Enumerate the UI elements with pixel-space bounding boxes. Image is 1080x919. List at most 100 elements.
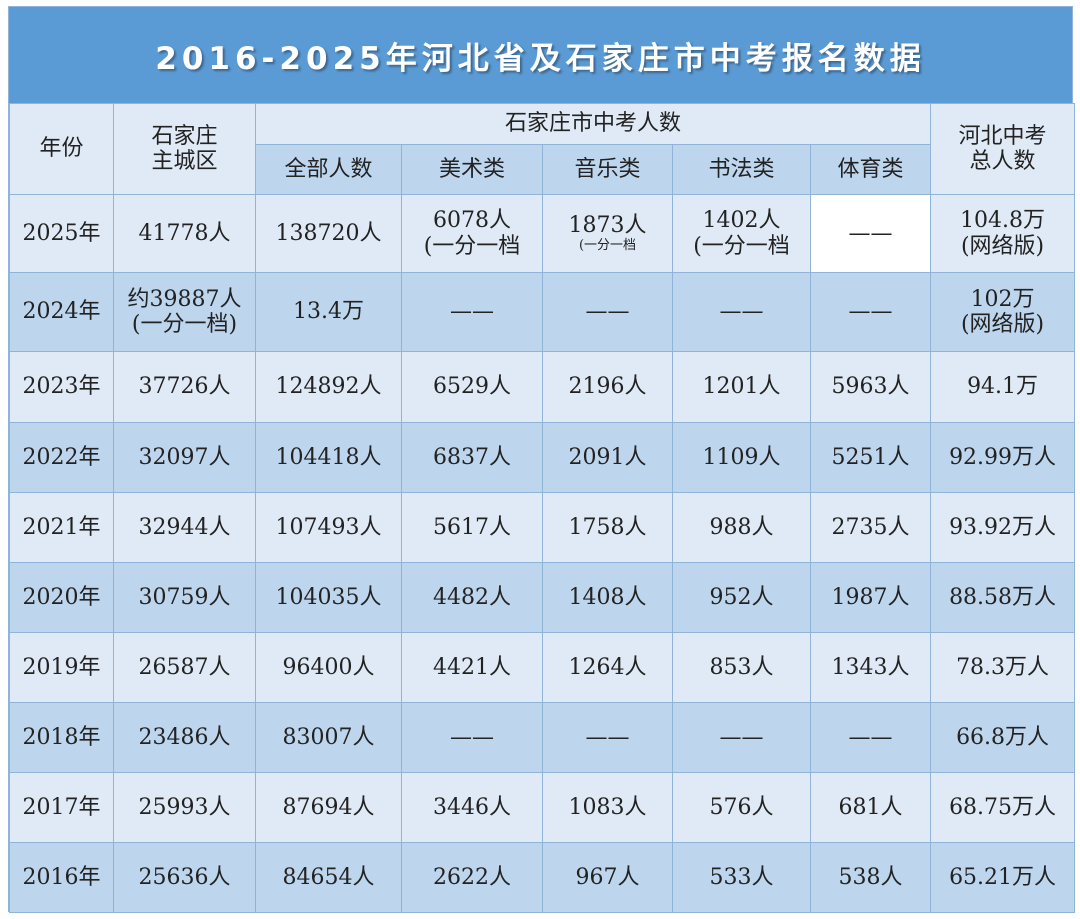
table-row: 2024年 约39887人 (一分一档) 13.4万 —— —— —— —— 10… xyxy=(9,272,1076,352)
cell-total: 107493人 xyxy=(255,492,402,563)
cell-sports: 538人 xyxy=(809,842,932,913)
cell-main-district: 32944人 xyxy=(113,492,256,563)
table-row: 2019年 26587人 96400人 4421人 1264人 853人 134… xyxy=(9,632,1076,703)
cell-year: 2018年 xyxy=(9,702,114,773)
cell-music: 2091人 xyxy=(542,422,673,493)
header-hebei-total: 河北中考 总人数 xyxy=(930,103,1076,195)
cell-art: 4421人 xyxy=(401,632,543,703)
cell-year: 2016年 xyxy=(9,842,114,913)
header-calligraphy: 书法类 xyxy=(672,144,811,195)
cell-sports: —— xyxy=(809,272,932,352)
cell-hebei: 78.3万人 xyxy=(930,632,1076,703)
cell-total: 138720人 xyxy=(255,194,402,273)
cell-hebei: 104.8万 (网络版) xyxy=(930,194,1076,273)
cell-main-district: 23486人 xyxy=(113,702,256,773)
cell-year: 2024年 xyxy=(9,272,114,352)
header-group-city: 石家庄市中考人数 xyxy=(254,103,932,145)
cell-hebei: 102万 (网络版) xyxy=(930,272,1076,352)
cell-sports: —— xyxy=(809,194,932,273)
cell-calligraphy: 952人 xyxy=(672,562,811,633)
cell-hebei: 92.99万人 xyxy=(930,422,1076,493)
table-row: 2017年 25993人 87694人 3446人 1083人 576人 681… xyxy=(9,772,1076,843)
cell-hebei: 66.8万人 xyxy=(930,702,1076,773)
table-row: 2016年 25636人 84654人 2622人 967人 533人 538人… xyxy=(9,842,1076,913)
cell-art: —— xyxy=(401,702,543,773)
cell-calligraphy: 1109人 xyxy=(672,422,811,493)
cell-music: 1083人 xyxy=(542,772,673,843)
cell-sports: 1343人 xyxy=(809,632,932,703)
cell-main-district: 26587人 xyxy=(113,632,256,703)
cell-total: 96400人 xyxy=(255,632,402,703)
cell-music: 2196人 xyxy=(542,351,673,423)
cell-art: —— xyxy=(401,272,543,352)
cell-music: 1873人 (一分一档 xyxy=(542,194,673,273)
cell-main-district: 30759人 xyxy=(113,562,256,633)
cell-main-district: 37726人 xyxy=(113,351,256,423)
cell-year: 2022年 xyxy=(9,422,114,493)
cell-hebei: 93.92万人 xyxy=(930,492,1076,563)
cell-calligraphy: 988人 xyxy=(672,492,811,563)
cell-main-district: 41778人 xyxy=(113,194,256,273)
table-row: 2025年 41778人 138720人 6078人 (一分一档 1873人 (一分… xyxy=(9,194,1076,273)
cell-main-district: 25636人 xyxy=(113,842,256,913)
cell-sports: 5251人 xyxy=(809,422,932,493)
cell-year: 2021年 xyxy=(9,492,114,563)
data-table-frame: 2016-2025年河北省及石家庄市中考报名数据 年份 石家庄 主城区 石家庄市… xyxy=(8,6,1076,913)
cell-sports: 1987人 xyxy=(809,562,932,633)
cell-hebei: 94.1万 xyxy=(930,351,1076,423)
header-year: 年份 xyxy=(9,103,114,195)
cell-art: 3446人 xyxy=(401,772,543,843)
cell-sports: 5963人 xyxy=(809,351,932,423)
cell-total: 104418人 xyxy=(255,422,402,493)
enrollment-table: 年份 石家庄 主城区 石家庄市中考人数 河北中考 总人数 全部人数 美术类 音乐… xyxy=(9,103,1076,913)
table-row: 2023年 37726人 124892人 6529人 2196人 1201人 5… xyxy=(9,351,1076,423)
header-main-district: 石家庄 主城区 xyxy=(113,103,256,195)
cell-music: 967人 xyxy=(542,842,673,913)
cell-calligraphy: 853人 xyxy=(672,632,811,703)
cell-sports: 681人 xyxy=(809,772,932,843)
cell-sports: 2735人 xyxy=(809,492,932,563)
cell-music: 1758人 xyxy=(542,492,673,563)
cell-music: 1408人 xyxy=(542,562,673,633)
cell-art: 2622人 xyxy=(401,842,543,913)
cell-total: 83007人 xyxy=(255,702,402,773)
cell-calligraphy: 533人 xyxy=(672,842,811,913)
cell-music: —— xyxy=(542,272,673,352)
table-row: 2022年 32097人 104418人 6837人 2091人 1109人 5… xyxy=(9,422,1076,493)
cell-hebei: 65.21万人 xyxy=(930,842,1076,913)
cell-year: 2019年 xyxy=(9,632,114,703)
cell-hebei: 88.58万人 xyxy=(930,562,1076,633)
cell-art: 6837人 xyxy=(401,422,543,493)
cell-sports: —— xyxy=(809,702,932,773)
cell-calligraphy: 1402人 (一分一档 xyxy=(672,194,811,273)
title-bar: 2016-2025年河北省及石家庄市中考报名数据 xyxy=(9,7,1072,104)
cell-music: 1264人 xyxy=(542,632,673,703)
cell-calligraphy: 576人 xyxy=(672,772,811,843)
cell-total: 84654人 xyxy=(255,842,402,913)
cell-art: 6529人 xyxy=(401,351,543,423)
cell-year: 2025年 xyxy=(9,194,114,273)
cell-total: 87694人 xyxy=(255,772,402,843)
table-row: 2018年 23486人 83007人 —— —— —— —— 66.8万人 xyxy=(9,702,1076,773)
cell-year: 2020年 xyxy=(9,562,114,633)
header-sports: 体育类 xyxy=(809,144,932,195)
cell-art: 6078人 (一分一档 xyxy=(401,194,543,273)
table-row: 2021年 32944人 107493人 5617人 1758人 988人 27… xyxy=(9,492,1076,563)
cell-main-district: 32097人 xyxy=(113,422,256,493)
cell-art: 5617人 xyxy=(401,492,543,563)
cell-calligraphy: —— xyxy=(672,272,811,352)
cell-main-district: 25993人 xyxy=(113,772,256,843)
cell-art: 4482人 xyxy=(401,562,543,633)
header-art: 美术类 xyxy=(401,144,543,195)
cell-calligraphy: 1201人 xyxy=(672,351,811,423)
header-music: 音乐类 xyxy=(542,144,673,195)
cell-calligraphy: —— xyxy=(672,702,811,773)
page-title: 2016-2025年河北省及石家庄市中考报名数据 xyxy=(155,40,926,77)
cell-main-district: 约39887人 (一分一档) xyxy=(113,272,256,352)
cell-total: 104035人 xyxy=(255,562,402,633)
cell-year: 2017年 xyxy=(9,772,114,843)
cell-year: 2023年 xyxy=(9,351,114,423)
cell-hebei: 68.75万人 xyxy=(930,772,1076,843)
cell-total: 124892人 xyxy=(255,351,402,423)
cell-music: —— xyxy=(542,702,673,773)
